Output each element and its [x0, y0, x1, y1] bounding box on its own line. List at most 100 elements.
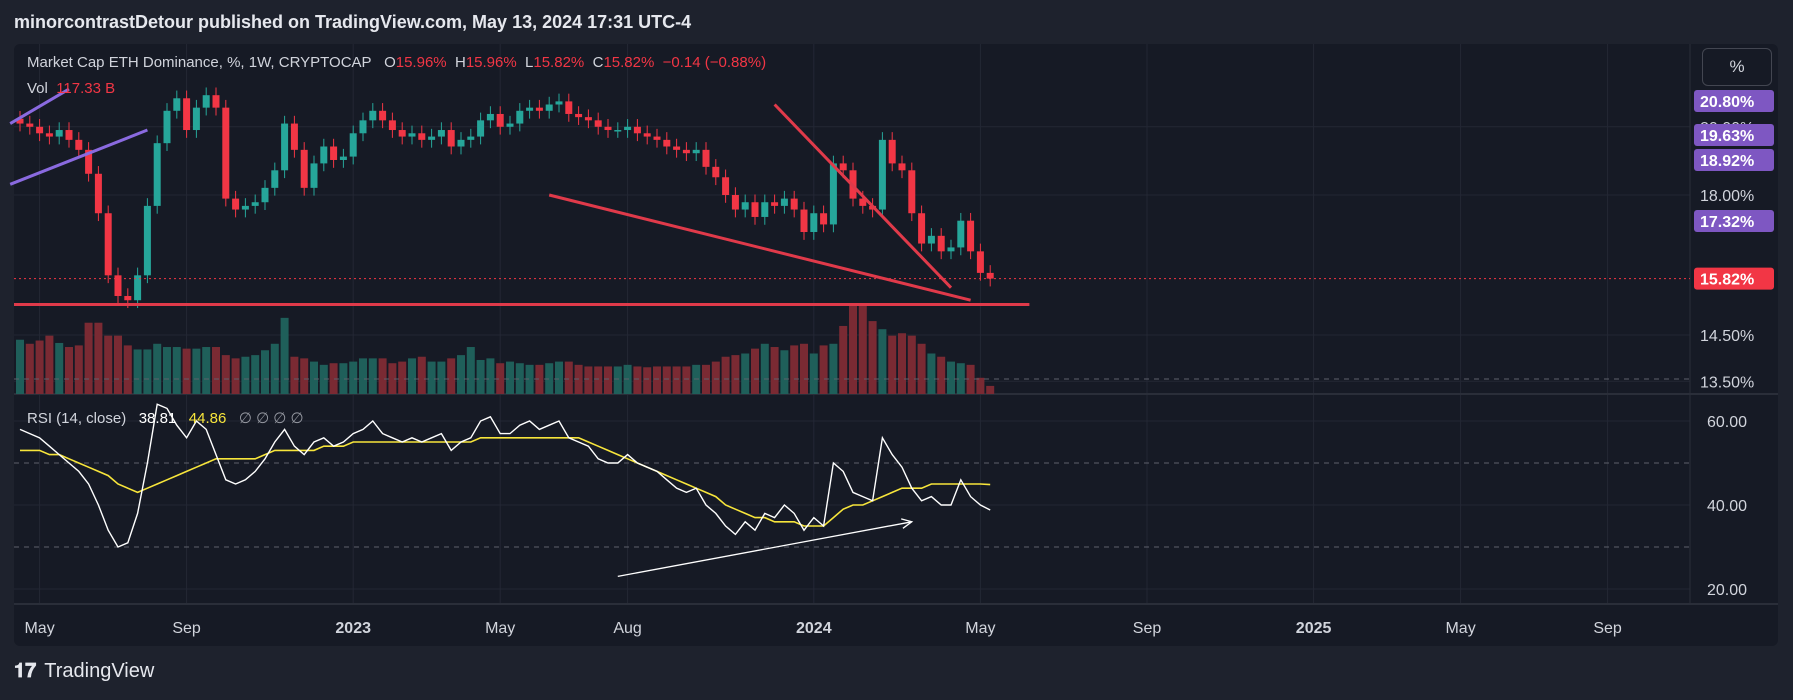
candle-body — [55, 130, 63, 137]
candle-body — [477, 120, 485, 137]
volume-bar — [653, 366, 661, 394]
rsi-value: 38.81 — [138, 410, 177, 427]
candle-body — [692, 149, 700, 154]
volume-bar — [917, 343, 926, 394]
volume-bar — [868, 321, 877, 394]
rsi-line — [19, 403, 991, 548]
candle-body — [134, 275, 142, 301]
volume-bar — [741, 353, 750, 394]
volume-bar — [604, 366, 612, 394]
candle-body — [388, 120, 396, 131]
volume-bar — [16, 339, 24, 394]
rsi-legend: RSI (14, close) 38.81 44.86 ∅ ∅ ∅ ∅ — [27, 409, 304, 427]
volume-bar — [555, 361, 563, 394]
candle-body — [212, 95, 220, 108]
candle-body — [506, 123, 514, 127]
candle-body — [604, 126, 612, 131]
volume-bar — [584, 366, 593, 394]
volume-bar — [594, 366, 603, 394]
volume-bar — [192, 348, 201, 394]
volume-bar — [976, 377, 985, 394]
volume-bar — [182, 348, 191, 394]
candle-body — [555, 101, 563, 105]
candle-body — [761, 202, 769, 217]
rsi-trend-arrow-line — [617, 521, 912, 578]
candle-body — [300, 149, 308, 188]
volume-bar — [898, 333, 906, 394]
volume-bar — [829, 343, 838, 394]
purple-trend-line-upper — [9, 87, 70, 125]
volume-bar — [172, 347, 181, 394]
price-tick-label: 13.50% — [1700, 374, 1754, 391]
falling-wedge-lower-line — [548, 193, 971, 302]
candle-body — [379, 110, 387, 121]
candle-body — [369, 110, 377, 121]
volume-bar — [437, 361, 446, 394]
candle-body — [241, 205, 249, 210]
candle-body — [36, 126, 44, 134]
volume-bar — [65, 347, 73, 394]
volume-bar — [966, 364, 975, 394]
volume-bar — [114, 335, 122, 394]
percent-scale-button[interactable]: % — [1702, 48, 1772, 86]
volume-bar — [133, 349, 142, 394]
candle-body — [428, 136, 436, 140]
candle-body — [898, 163, 906, 171]
candle-body — [281, 123, 289, 171]
volume-bar — [123, 345, 132, 394]
volume-value: 117.33 B — [56, 80, 116, 97]
candle-body — [310, 163, 318, 188]
candle-body — [418, 133, 426, 140]
volume-bar — [986, 385, 995, 394]
volume-bar — [231, 358, 240, 394]
candle-body — [320, 146, 328, 164]
volume-bar — [368, 358, 377, 394]
volume-bar — [270, 343, 279, 394]
ohlc-l-label: L — [525, 54, 534, 71]
candle-body — [976, 251, 984, 273]
candle-body — [94, 173, 102, 214]
volume-label: Vol — [27, 80, 48, 97]
publish-info: minorcontrastDetour published on Trading… — [14, 12, 692, 32]
candle-body — [584, 117, 592, 121]
candle-body — [810, 213, 818, 233]
symbol-title: Market Cap ETH Dominance, %, 1W, CRYPTOC… — [27, 54, 372, 71]
volume-bar — [241, 356, 250, 394]
ohlc-o-value: 15.96% — [395, 54, 447, 71]
volume-bar — [937, 356, 946, 394]
candle-body — [183, 98, 191, 131]
volume-bar — [221, 355, 230, 394]
candle-body — [526, 107, 534, 111]
candle-body — [653, 136, 661, 140]
candle-body — [820, 213, 828, 225]
ohlc-h-label: H — [454, 54, 466, 71]
candle-body — [663, 139, 671, 147]
volume-bar — [751, 348, 759, 394]
candle-body — [829, 163, 837, 225]
candle-body — [859, 198, 867, 206]
volume-bar — [819, 345, 828, 394]
candle-body — [878, 139, 886, 210]
candle-body — [124, 296, 132, 301]
candle-body — [447, 130, 455, 147]
volume-bar — [486, 358, 495, 394]
purple-trend-line-lower — [9, 128, 148, 186]
rsi-trend-arrow-head — [901, 518, 914, 529]
candle-body — [790, 198, 798, 210]
time-tick-label: 2023 — [335, 620, 371, 637]
volume-bar — [878, 329, 887, 394]
price-badge — [1694, 210, 1774, 232]
time-tick-label: 2025 — [1296, 620, 1332, 637]
volume-bar — [613, 366, 622, 394]
candle-body — [192, 107, 200, 131]
time-tick-label: May — [485, 620, 515, 637]
volume-bar — [780, 350, 789, 394]
candle-body — [643, 133, 651, 137]
volume-bar — [731, 355, 740, 394]
falling-wedge-upper-line — [773, 103, 953, 289]
candle-body — [986, 272, 994, 279]
candle-body — [202, 95, 210, 108]
volume-bar — [849, 304, 857, 394]
volume-bar — [35, 340, 44, 394]
